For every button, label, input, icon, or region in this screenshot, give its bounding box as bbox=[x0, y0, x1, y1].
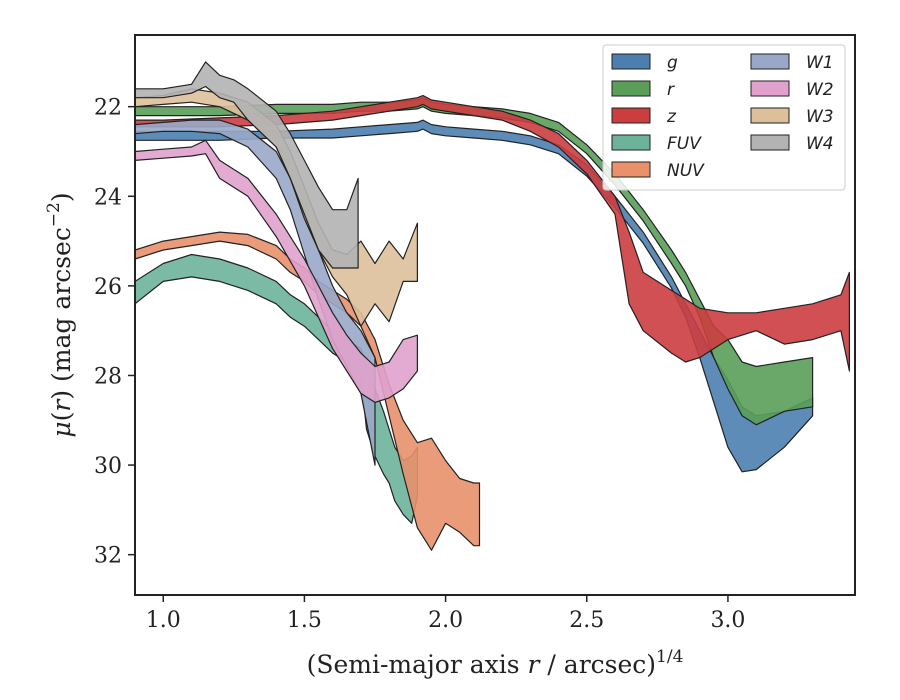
legend-entry-w3: W3 bbox=[750, 107, 834, 127]
legend-swatch bbox=[750, 80, 790, 97]
y-tick-label: 24 bbox=[94, 185, 122, 210]
legend-label: W3 bbox=[806, 107, 834, 127]
legend-label: W1 bbox=[806, 53, 834, 73]
legend-entry-w2: W2 bbox=[750, 80, 834, 100]
band-z bbox=[135, 94, 851, 372]
legend-entry-fuv: FUV bbox=[611, 134, 702, 154]
legend-label: g bbox=[667, 53, 678, 73]
legend-entry-w1: W1 bbox=[750, 53, 834, 73]
band-w4 bbox=[135, 61, 359, 269]
x-tick-label: 2.5 bbox=[569, 608, 604, 633]
legend-entry-w4: W4 bbox=[750, 134, 834, 154]
x-tick-label: 3.0 bbox=[710, 608, 745, 633]
legend-label: NUV bbox=[667, 161, 705, 181]
y-tick-label: 32 bbox=[94, 544, 122, 569]
legend-swatch bbox=[611, 53, 651, 70]
legend-label: r bbox=[667, 80, 675, 100]
y-axis-label: μ(r) (mag arcsec−2) bbox=[44, 192, 76, 437]
legend-label: z bbox=[666, 107, 677, 127]
legend-swatch bbox=[611, 80, 651, 97]
legend-swatch bbox=[750, 107, 790, 124]
series-bands bbox=[135, 61, 851, 551]
legend-label: FUV bbox=[667, 134, 702, 154]
x-tick-label: 2.0 bbox=[428, 608, 463, 633]
y-tick-label: 26 bbox=[94, 275, 122, 300]
legend-entry-r: r bbox=[611, 80, 675, 100]
legend-swatch bbox=[611, 134, 651, 151]
legend-label: W4 bbox=[806, 134, 834, 154]
legend-swatch bbox=[750, 134, 790, 151]
band-w1 bbox=[135, 119, 376, 466]
x-axis: 1.0 1.5 2.0 2.5 3.0 bbox=[146, 595, 745, 633]
x-axis-label: (Semi-major axis r / arcsec)1/4 bbox=[307, 647, 684, 679]
x-tick-label: 1.5 bbox=[287, 608, 322, 633]
legend-entry-z: z bbox=[611, 107, 677, 127]
plot-frame bbox=[134, 34, 856, 596]
legend-swatch bbox=[750, 53, 790, 70]
legend: grz FUV NUV W1 W2 W3 W4 bbox=[602, 44, 846, 191]
y-tick-label: 22 bbox=[94, 96, 122, 121]
legend-swatch bbox=[611, 161, 651, 178]
legend-entry-g: g bbox=[611, 53, 678, 73]
y-tick-label: 30 bbox=[94, 454, 122, 479]
legend-entry-nuv: NUV bbox=[611, 161, 705, 181]
band-w2 bbox=[135, 139, 418, 403]
legend-label: W2 bbox=[806, 80, 834, 100]
x-tick-label: 1.0 bbox=[146, 608, 181, 633]
legend-swatch bbox=[611, 107, 651, 124]
y-tick-label: 28 bbox=[94, 364, 122, 389]
y-axis: 22 24 26 28 30 32 bbox=[94, 96, 135, 569]
